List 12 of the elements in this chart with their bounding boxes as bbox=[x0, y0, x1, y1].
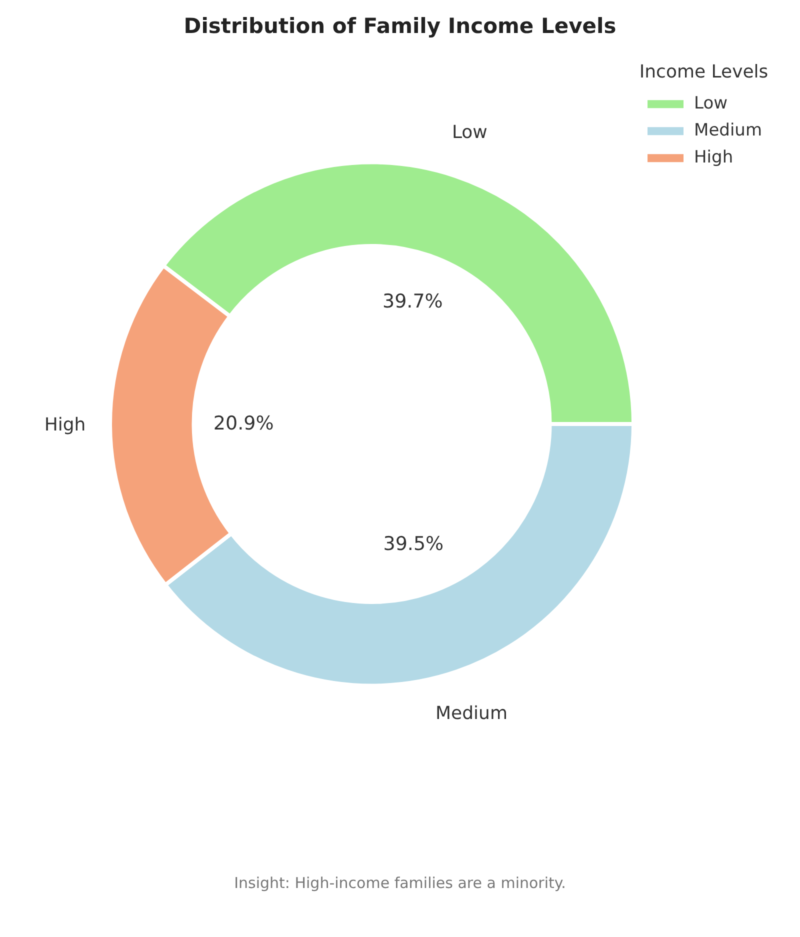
slice-label: Low bbox=[452, 122, 488, 143]
legend-title: Income Levels bbox=[639, 62, 768, 83]
legend-label: Medium bbox=[694, 120, 762, 141]
legend-label: High bbox=[694, 148, 734, 168]
slice-label: High bbox=[44, 414, 86, 436]
data-label: 39.5% bbox=[383, 533, 444, 556]
data-label: 20.9% bbox=[213, 412, 274, 435]
slice-label: Medium bbox=[435, 702, 508, 724]
text: Insight: High-income families are a minority. bbox=[233, 874, 567, 892]
legend-label: Low bbox=[694, 94, 728, 114]
chart-title: Distribution of Family Income Levels bbox=[182, 13, 618, 40]
data-label: 39.7% bbox=[382, 290, 443, 312]
